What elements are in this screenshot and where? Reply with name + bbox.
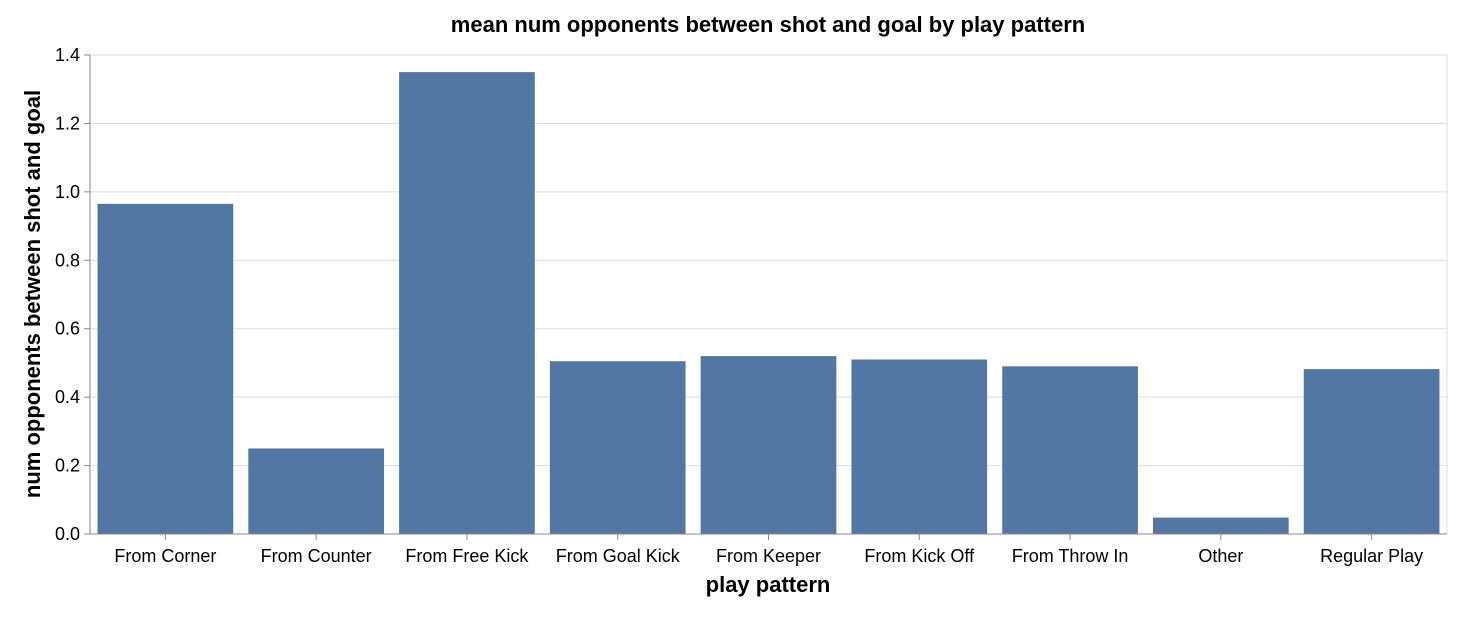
y-tick-label: 1.4: [55, 45, 80, 65]
bar-from-corner: [97, 203, 234, 534]
y-tick-label: 0.2: [55, 456, 80, 476]
y-tick-label: 1.0: [55, 182, 80, 202]
x-tick-label: From Kick Off: [864, 546, 975, 566]
bar-from-counter: [248, 448, 385, 534]
y-tick-label: 1.2: [55, 113, 80, 133]
bar-from-keeper: [700, 356, 837, 534]
bars-layer: [97, 72, 1440, 534]
bar-from-kick-off: [851, 359, 988, 534]
bar-other: [1152, 517, 1289, 534]
x-tick-label: From Throw In: [1012, 546, 1129, 566]
bar-from-goal-kick: [549, 361, 686, 534]
y-tick-label: 0.4: [55, 387, 80, 407]
chart-title: mean num opponents between shot and goal…: [451, 12, 1085, 37]
x-tick-label: From Goal Kick: [556, 546, 681, 566]
bar-from-throw-in: [1002, 366, 1138, 534]
x-tick-label: From Keeper: [716, 546, 821, 566]
x-tick-label: Regular Play: [1320, 546, 1423, 566]
y-tick-label: 0.0: [55, 524, 80, 544]
y-axis-title: num opponents between shot and goal: [20, 90, 45, 498]
x-tick-label: From Corner: [114, 546, 216, 566]
bar-regular-play: [1303, 369, 1440, 534]
x-tick-label: From Counter: [261, 546, 372, 566]
bar-from-free-kick: [399, 72, 535, 534]
x-tick-label: Other: [1198, 546, 1243, 566]
x-tick-label: From Free Kick: [405, 546, 529, 566]
y-tick-label: 0.8: [55, 250, 80, 270]
axes-layer: [84, 54, 1447, 540]
labels-layer: 0.0 0.2 0.4 0.6 0.8 1.0 1.2 1.4 From Corner From …: [55, 45, 1423, 566]
y-tick-label: 0.6: [55, 319, 80, 339]
x-axis-title: play pattern: [706, 572, 831, 597]
